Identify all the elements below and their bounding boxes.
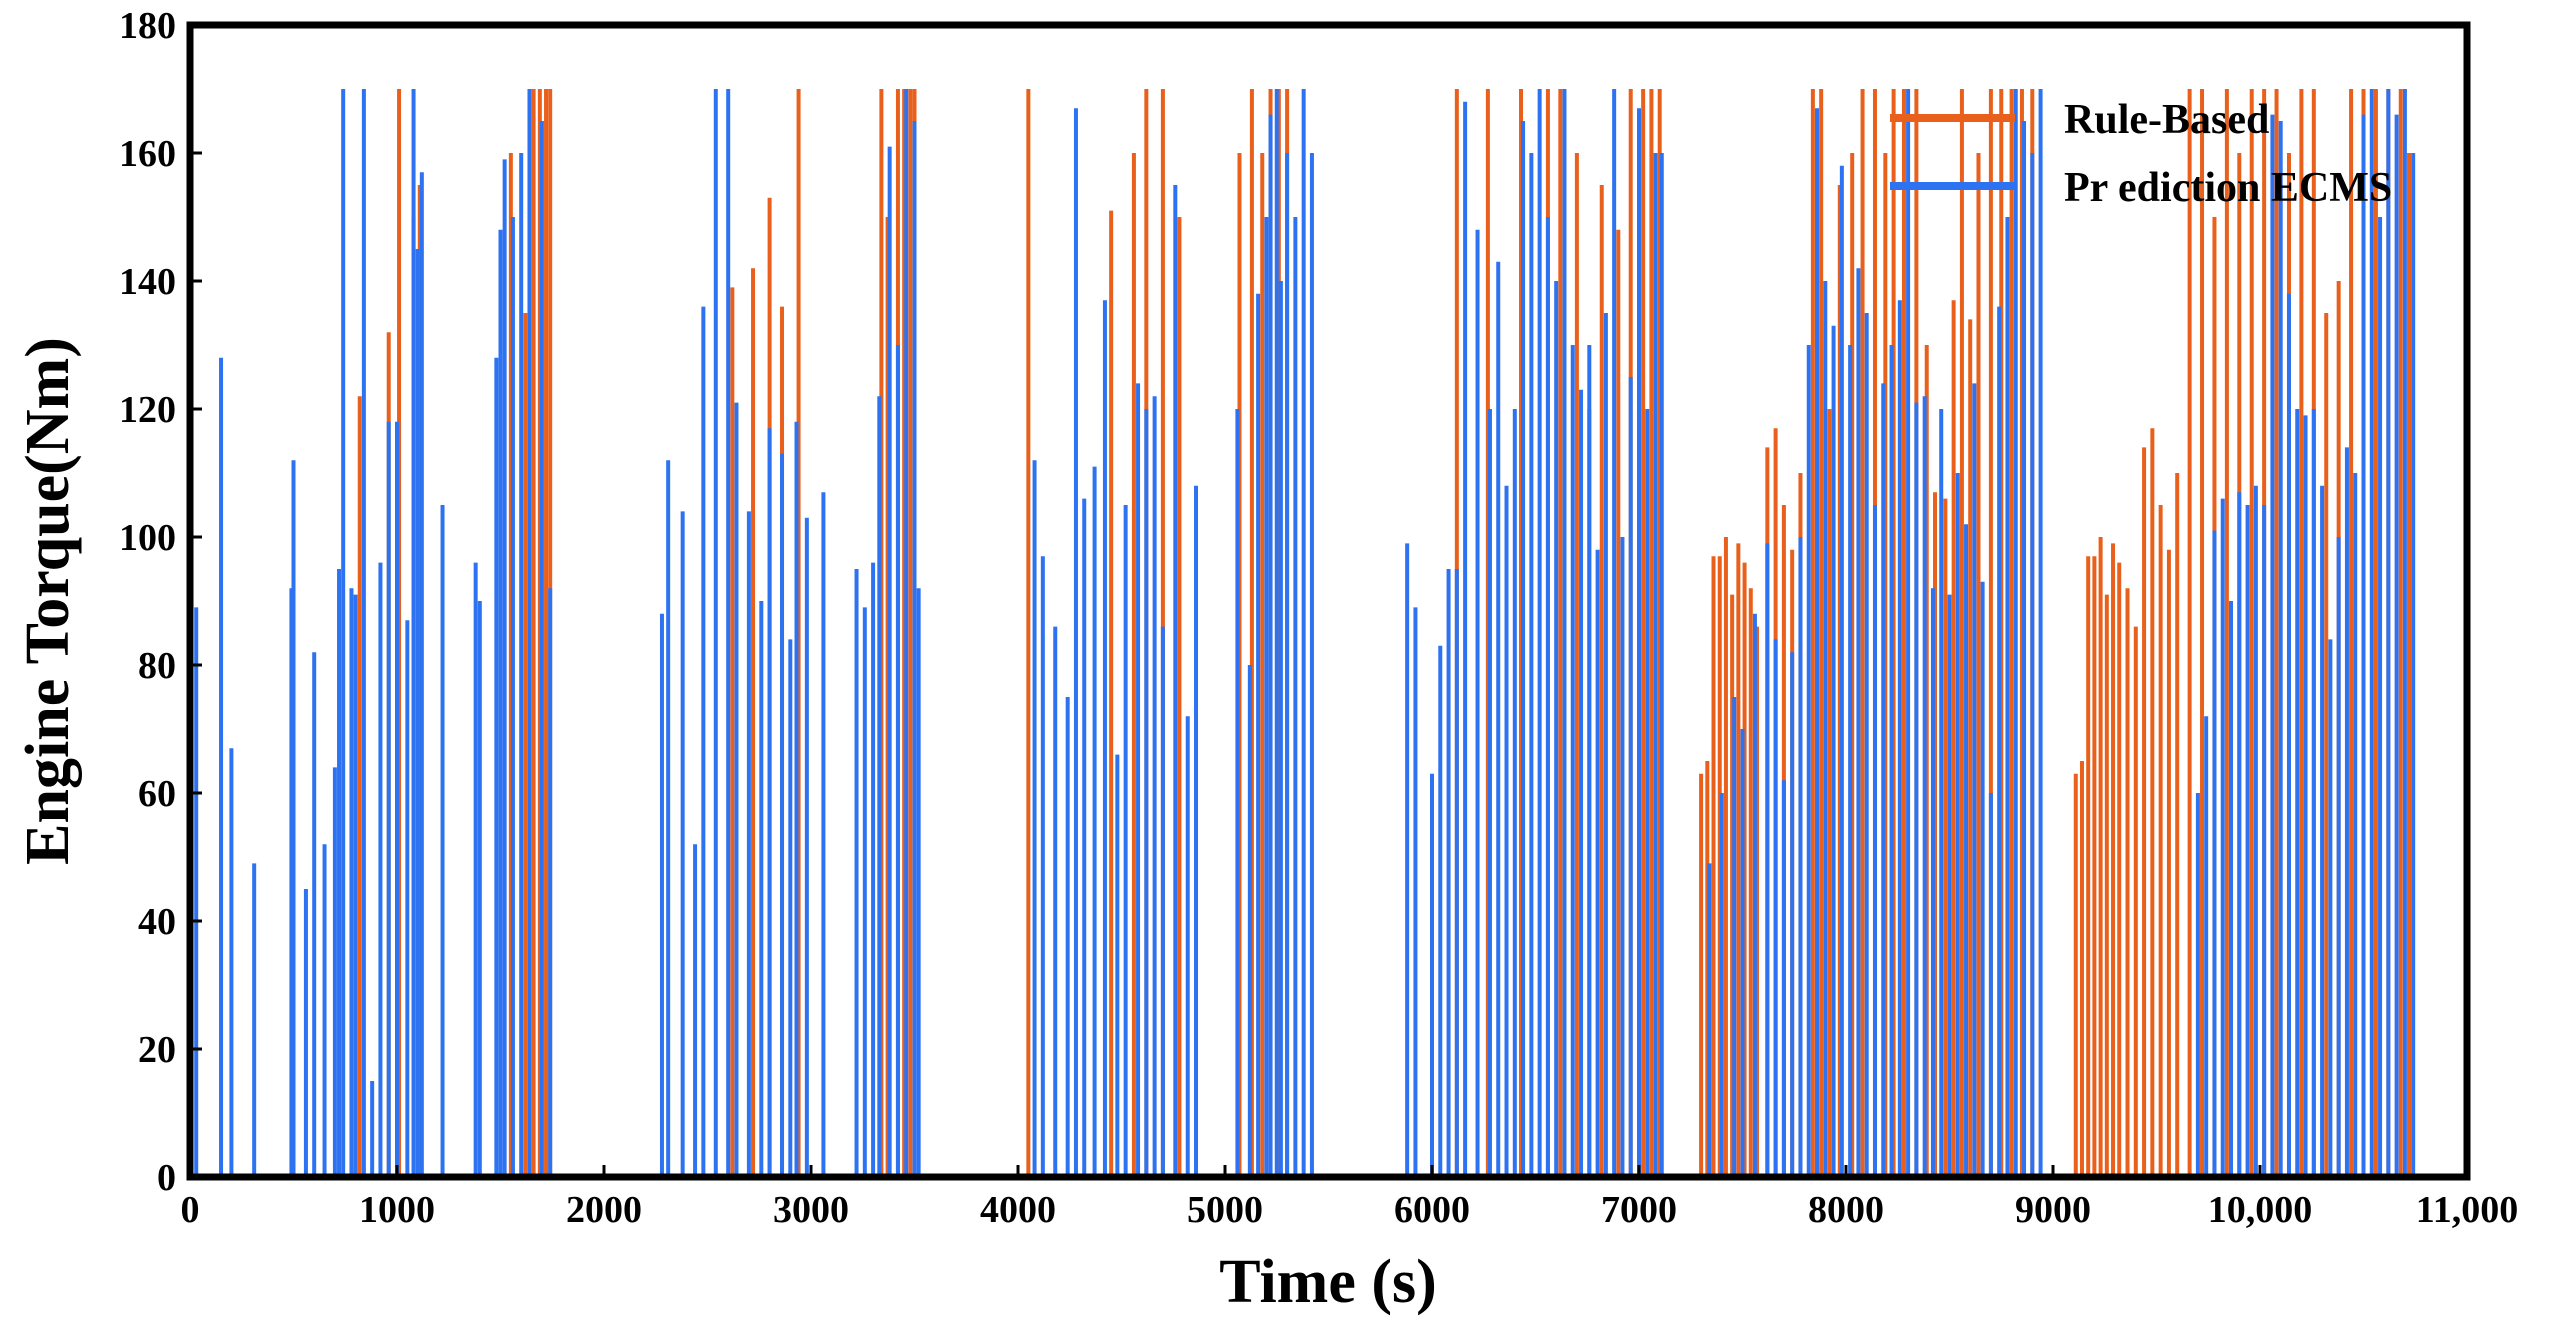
series-0 [190,89,2467,1178]
x-tick-label: 11,000 [2416,1189,2518,1231]
x-tick-label: 4000 [980,1189,1056,1231]
legend-label-rule-based: Rule-Based [2064,97,2269,143]
x-tick-label: 9000 [2015,1189,2091,1231]
x-tick-label: 10,000 [2208,1189,2313,1231]
legend: Rule-Based Pr ediction ECMS [1890,97,2392,211]
legend-label-prediction-ecms: Pr ediction ECMS [2064,165,2392,211]
y-axis-title: Engine Torque(Nm) [14,337,82,865]
x-tick-label: 1000 [359,1189,435,1231]
x-tick-label: 0 [181,1189,200,1231]
x-axis-title: Time (s) [1219,1248,1437,1316]
y-tick-label: 180 [119,5,176,47]
y-tick-label: 20 [138,1029,176,1071]
plot-frame [186,21,2471,1181]
x-tick-label: 7000 [1601,1189,1677,1231]
y-tick-label: 60 [138,773,176,815]
y-tick-label: 80 [138,645,176,687]
x-tick-label: 6000 [1394,1189,1470,1231]
y-tick-label: 40 [138,901,176,943]
y-tick-label: 100 [119,517,176,559]
y-tick-label: 140 [119,261,176,303]
y-tick-label: 120 [119,389,176,431]
y-tick-label: 160 [119,133,176,175]
series-layer [188,89,2467,1178]
x-tick-label: 2000 [566,1189,642,1231]
y-tick-label: 0 [157,1157,176,1199]
series-1 [188,89,2467,1178]
x-tick-label: 3000 [773,1189,849,1231]
tick-layer: 0 1000 2000 3000 4000 5000 6000 7000 8000 9000 10,… [119,5,2518,1231]
x-tick-label: 5000 [1187,1189,1263,1231]
x-tick-label: 8000 [1808,1189,1884,1231]
